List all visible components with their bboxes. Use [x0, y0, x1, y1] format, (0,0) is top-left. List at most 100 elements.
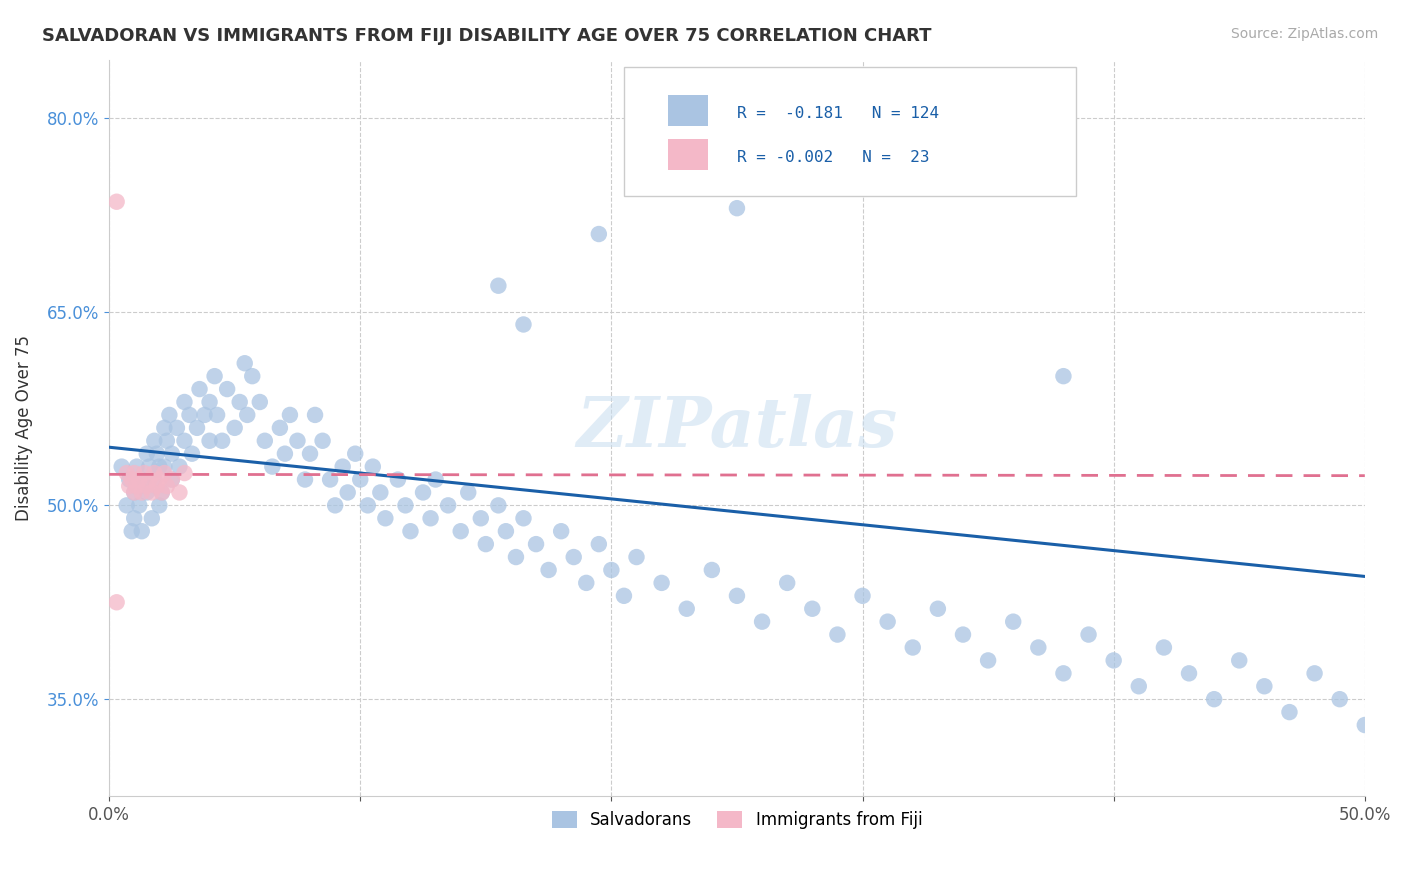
Point	[374, 511, 396, 525]
Point	[169, 459, 191, 474]
Point	[193, 408, 215, 422]
Point	[278, 408, 301, 422]
Point	[160, 447, 183, 461]
Point	[1303, 666, 1326, 681]
Point	[776, 575, 799, 590]
Point	[287, 434, 309, 448]
Point	[827, 627, 849, 641]
Point	[143, 466, 166, 480]
Point	[138, 459, 160, 474]
Point	[128, 499, 150, 513]
Point	[550, 524, 572, 539]
Point	[299, 447, 322, 461]
Point	[122, 485, 145, 500]
Point	[249, 395, 271, 409]
Point	[143, 473, 166, 487]
Point	[1026, 640, 1049, 655]
Point	[150, 485, 173, 500]
Point	[204, 369, 226, 384]
Point	[486, 278, 509, 293]
Point	[122, 511, 145, 525]
Point	[153, 421, 176, 435]
FancyBboxPatch shape	[624, 67, 1076, 196]
Point	[1102, 653, 1125, 667]
Point	[141, 511, 163, 525]
Bar	[668, 139, 709, 170]
Point	[486, 499, 509, 513]
Point	[437, 499, 460, 513]
Point	[1052, 666, 1074, 681]
Point	[186, 421, 208, 435]
Point	[562, 549, 585, 564]
Point	[131, 473, 153, 487]
Point	[224, 421, 246, 435]
Point	[135, 447, 157, 461]
Point	[156, 434, 179, 448]
Point	[952, 627, 974, 641]
Point	[1253, 679, 1275, 693]
Point	[588, 537, 610, 551]
Point	[1354, 718, 1376, 732]
Point	[801, 601, 824, 615]
Point	[901, 640, 924, 655]
Point	[153, 459, 176, 474]
Point	[269, 421, 291, 435]
Point	[575, 575, 598, 590]
Point	[1278, 705, 1301, 719]
Point	[399, 524, 422, 539]
Point	[157, 408, 180, 422]
Point	[166, 421, 188, 435]
Point	[105, 194, 128, 209]
Point	[146, 447, 169, 461]
Point	[211, 434, 233, 448]
Point	[588, 227, 610, 241]
Point	[470, 511, 492, 525]
Point	[512, 511, 534, 525]
Point	[495, 524, 517, 539]
Text: R =  -0.181   N = 124: R = -0.181 N = 124	[737, 106, 939, 120]
Point	[394, 499, 416, 513]
Point	[319, 473, 342, 487]
Point	[751, 615, 773, 629]
Point	[274, 447, 297, 461]
Bar	[668, 95, 709, 126]
Point	[173, 466, 195, 480]
Text: Source: ZipAtlas.com: Source: ZipAtlas.com	[1230, 27, 1378, 41]
Legend: Salvadorans, Immigrants from Fiji: Salvadorans, Immigrants from Fiji	[546, 804, 929, 836]
Point	[613, 589, 636, 603]
Point	[169, 485, 191, 500]
Point	[160, 473, 183, 487]
Point	[134, 466, 156, 480]
Point	[173, 434, 195, 448]
Point	[111, 459, 134, 474]
Point	[233, 356, 256, 370]
Point	[148, 473, 170, 487]
Point	[125, 479, 148, 493]
Point	[361, 459, 384, 474]
Text: ZIPatlas: ZIPatlas	[576, 394, 897, 461]
Point	[1002, 615, 1025, 629]
Point	[153, 466, 176, 480]
Point	[600, 563, 623, 577]
Point	[138, 473, 160, 487]
Point	[148, 459, 170, 474]
Point	[512, 318, 534, 332]
Point	[344, 447, 367, 461]
Text: SALVADORAN VS IMMIGRANTS FROM FIJI DISABILITY AGE OVER 75 CORRELATION CHART: SALVADORAN VS IMMIGRANTS FROM FIJI DISAB…	[42, 27, 932, 45]
Point	[143, 434, 166, 448]
Point	[131, 524, 153, 539]
Text: R = -0.002   N =  23: R = -0.002 N = 23	[737, 150, 929, 165]
Point	[1178, 666, 1201, 681]
Point	[1204, 692, 1226, 706]
Point	[675, 601, 697, 615]
Point	[122, 485, 145, 500]
Point	[475, 537, 498, 551]
Point	[146, 479, 169, 493]
Point	[148, 499, 170, 513]
Point	[125, 459, 148, 474]
Point	[188, 382, 211, 396]
Point	[179, 408, 201, 422]
Point	[240, 369, 263, 384]
Point	[262, 459, 284, 474]
Point	[115, 499, 138, 513]
